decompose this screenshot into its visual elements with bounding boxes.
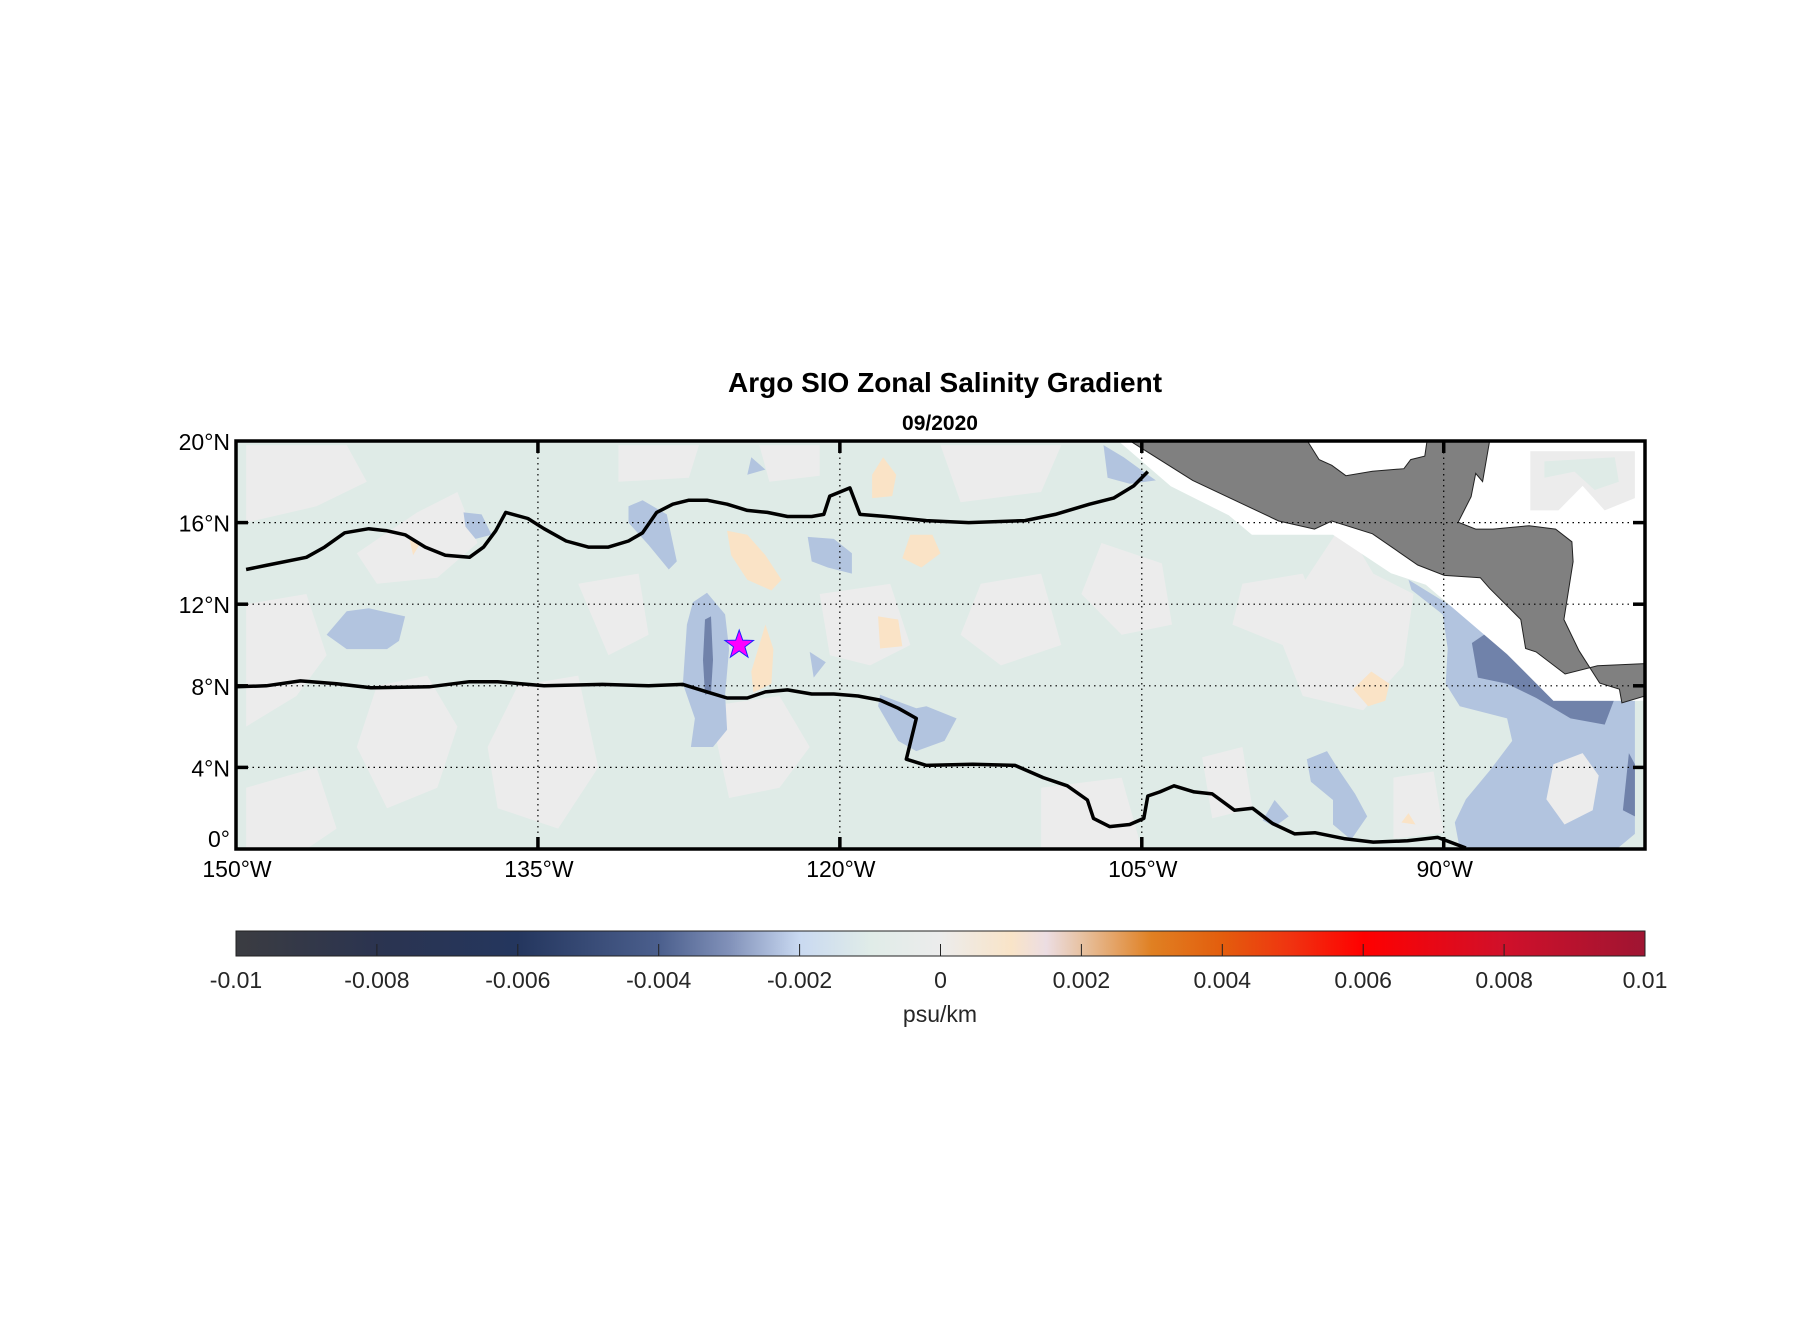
contour-patch-gray [487,675,599,829]
colorbar-tick-label: 0.006 [1334,967,1392,993]
contour-patch-orange [727,530,782,591]
x-tick-label: 105°W [1108,856,1178,882]
contour-patch-gray [246,767,337,849]
contour-patch-light-blue [628,500,677,570]
x-tick-label: 150°W [202,856,272,882]
y-tick-label: 8°N [191,674,230,700]
contour-patch-gray [246,445,367,523]
contour-patch-light-blue [1306,751,1368,840]
contour-patch-light-blue [807,536,852,574]
contour-patch-gray [1282,522,1414,711]
contour-patch-ocean-bg [1544,457,1619,490]
contour-patch-light-blue [1103,445,1156,484]
contour-patch-orange [878,616,903,649]
contour-patch-orange [751,624,774,693]
contour-patch-light-blue [809,651,826,678]
y-tick-label: 20°N [179,429,230,455]
colorbar-tick-label: 0.004 [1194,967,1252,993]
central-america-land [1129,441,1645,704]
star-marker-icon [723,628,755,659]
chart-subtitle: 09/2020 [902,412,978,435]
colorbar-tick-label: 0.01 [1623,967,1668,993]
contour-patch-gray [1081,543,1172,635]
contour-patch-orange [902,534,941,568]
contour-lines [236,470,1467,849]
x-tick-label: 120°W [806,856,876,882]
colorbar-tick-label: 0 [934,967,947,993]
contour-patch-gray [1202,747,1253,819]
contour-patch-dark-blue [1622,753,1635,817]
contour-patch-gray [1546,753,1599,825]
location-marker [723,628,755,659]
y-tick-label: 16°N [179,511,230,537]
y-tick-label: 12°N [179,592,230,618]
colorbar-tick-label: -0.008 [344,967,409,993]
colorbar-label: psu/km [903,1001,977,1027]
contour-patch-gray [709,696,810,798]
y-tick-label: 0° [208,826,230,852]
contour-patch-orange [1401,813,1416,825]
map-area [236,441,1645,849]
colorbar-tick-label: -0.002 [767,967,832,993]
colorbar: -0.01 -0.008 -0.006 -0.004 -0.002 0 0.002 0.004… [210,930,1668,1027]
contour-patch-gray [618,445,699,482]
contour-patch-orange [409,536,420,556]
x-tick-label: 90°W [1416,856,1473,882]
contour-patch-gray [356,492,478,584]
land-mass [1129,441,1645,704]
lower-contour-line [236,679,1467,849]
colorbar-tick-label: -0.01 [210,967,262,993]
contour-patch-gray [960,573,1062,666]
colorbar-tick-label: -0.006 [485,967,550,993]
contour-patch-gray [356,675,458,809]
contour-patch-light-blue [747,457,766,475]
upper-contour-line [245,470,1150,572]
colorbar-tick-label: -0.004 [626,967,691,993]
colorbar-tick-label: 0.008 [1475,967,1533,993]
contour-patch-orange [1353,671,1390,707]
x-tick-label: 135°W [504,856,574,882]
contour-patch-gray [246,594,327,727]
contour-patch-light-blue [463,512,492,539]
contour-patch-gray [578,573,649,656]
contour-patch-orange [872,457,897,499]
colorbar-tick-label: 0.002 [1053,967,1111,993]
map-frame [234,439,1647,851]
chart-title: Argo SIO Zonal Salinity Gradient [728,367,1162,398]
contour-patch-gray [759,445,820,482]
contour-patch-gray [940,445,1062,503]
contour-patch-light-blue [326,608,406,650]
y-tick-label: 4°N [191,755,230,781]
contour-fills [246,445,1635,849]
contour-patch-dark-blue [703,616,713,695]
axes: 150°W 135°W 120°W 105°W 90°W 0° 4°N 8°N 12°N 16°N… [179,429,1645,882]
